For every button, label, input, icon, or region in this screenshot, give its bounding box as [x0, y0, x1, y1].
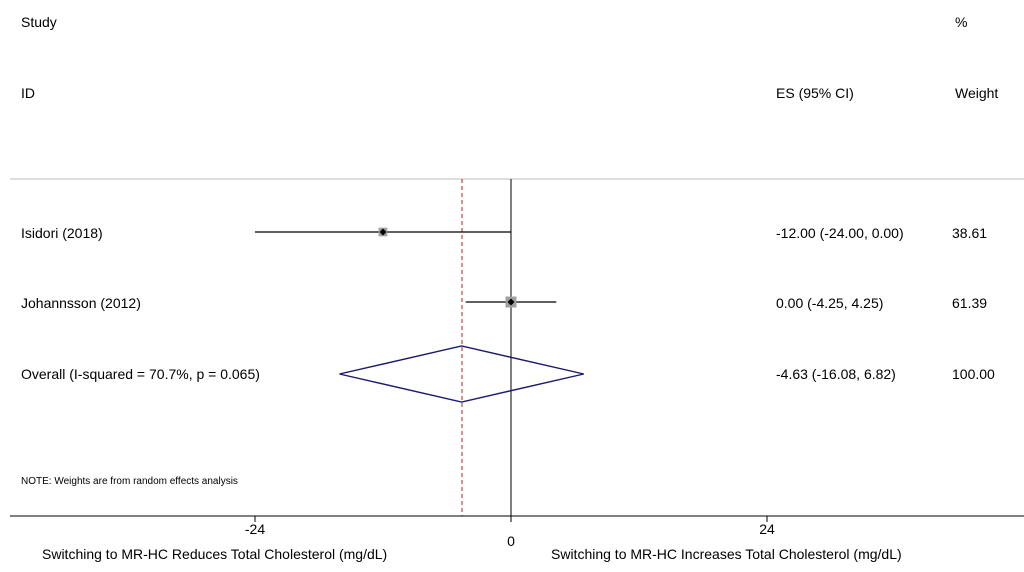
overall-weight: 100.00 — [952, 366, 995, 382]
x-tick-label: 24 — [759, 521, 775, 537]
weight-header: Weight — [955, 85, 999, 101]
overall-es: -4.63 (-16.08, 6.82) — [776, 366, 896, 382]
study-es: -12.00 (-24.00, 0.00) — [776, 225, 904, 241]
weights-note: NOTE: Weights are from random effects an… — [21, 476, 238, 487]
study-weight: 61.39 — [952, 295, 988, 311]
point-estimate — [507, 298, 515, 306]
study-es: 0.00 (-4.25, 4.25) — [776, 295, 884, 311]
x-tick-label: 0 — [507, 533, 515, 549]
overall-label: Overall (I-squared = 70.7%, p = 0.065) — [21, 366, 260, 382]
x-axis-label-left: Switching to MR-HC Reduces Total Cholest… — [42, 546, 388, 562]
x-tick-label: -24 — [244, 521, 266, 537]
point-estimate — [379, 228, 387, 236]
weight-header-percent: % — [955, 14, 968, 30]
overall-diamond — [339, 345, 584, 403]
study-header: Study — [21, 14, 57, 30]
study-label: Isidori (2018) — [21, 225, 103, 241]
study-label: Johannsson (2012) — [21, 295, 141, 311]
study-weight: 38.61 — [952, 225, 988, 241]
x-axis-label-right: Switching to MR-HC Increases Total Chole… — [551, 546, 902, 562]
id-header: ID — [21, 85, 35, 101]
es-header: ES (95% CI) — [776, 85, 854, 101]
